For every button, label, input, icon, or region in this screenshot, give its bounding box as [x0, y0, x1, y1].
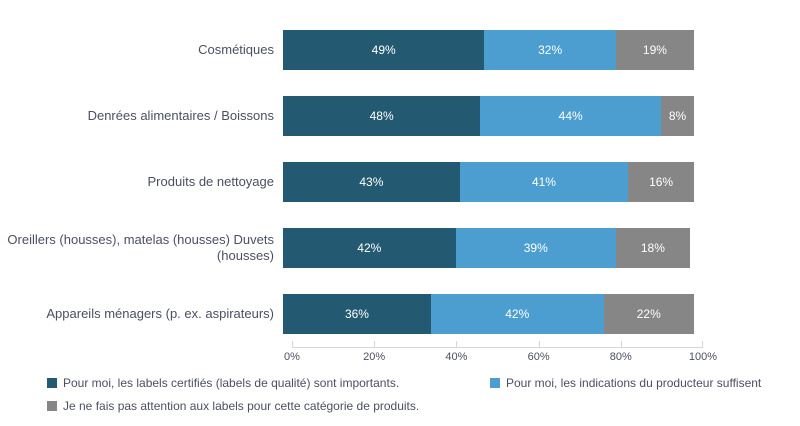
legend-label: Pour moi, les labels certifiés (labels d… — [63, 376, 400, 390]
bar-row: Produits de nettoyage 43% 41% 16% — [0, 162, 800, 202]
chart-rows: Cosmétiques 49% 32% 19% Denrées alimentaires… — [0, 30, 800, 334]
bar-segment: 49% — [283, 30, 485, 70]
legend-item: Pour moi, les labels certifiés (labels d… — [47, 376, 399, 390]
bar-segment: 39% — [455, 228, 616, 268]
bar-value-label: 39% — [523, 241, 548, 255]
bar-segment: 36% — [283, 294, 431, 334]
category-label: Denrées alimentaires / Boissons — [87, 107, 274, 123]
bar-segment: 43% — [283, 162, 460, 202]
bar-value-label: 42% — [505, 307, 530, 321]
legend-item: Je ne fais pas attention aux labels pour… — [47, 399, 419, 413]
bar-segment: 44% — [480, 96, 662, 136]
axis-tick-label: 40% — [445, 351, 468, 363]
bar-value-label: 41% — [531, 175, 556, 189]
bar-value-label: 16% — [649, 175, 674, 189]
axis-tick — [620, 341, 622, 348]
category-label: Cosmétiques — [198, 41, 274, 57]
bar-value-label: 22% — [636, 307, 661, 321]
category-label: Oreillers (housses), matelas (housses) D… — [7, 231, 274, 263]
legend-swatch-icon — [47, 378, 57, 388]
bar-track: 43% 41% 16% — [283, 162, 694, 202]
legend-item: Pour moi, les indications du producteur … — [490, 376, 761, 390]
axis-tick — [374, 341, 376, 348]
bar-value-label: 49% — [371, 43, 396, 57]
bar-value-label: 18% — [640, 241, 665, 255]
bar-value-label: 8% — [668, 109, 687, 123]
legend-label: Je ne fais pas attention aux labels pour… — [63, 399, 420, 413]
bar-value-label: 48% — [369, 109, 394, 123]
axis-tick — [538, 341, 540, 348]
x-axis: 0% 20% 40% 60% 80% 100% — [284, 341, 717, 368]
bar-segment: 42% — [283, 228, 456, 268]
bar-track: 49% 32% 19% — [283, 30, 694, 70]
legend-swatch-icon — [490, 378, 500, 388]
bar-segment: 41% — [459, 162, 629, 202]
bar-row: Appareils ménagers (p. ex. aspirateurs) 3… — [0, 294, 800, 334]
legend-label: Pour moi, les indications du producteur … — [506, 376, 762, 390]
axis-tick — [292, 341, 293, 348]
bar-value-label: 44% — [558, 109, 583, 123]
legend-swatch-icon — [47, 401, 57, 411]
axis-tick-label: 100% — [688, 351, 718, 363]
bar-value-label: 32% — [538, 43, 563, 57]
bar-track: 42% 39% 18% — [283, 228, 694, 268]
axis-tick — [702, 341, 703, 348]
bar-value-label: 19% — [642, 43, 667, 57]
bar-segment: 42% — [430, 294, 604, 334]
bar-row: Cosmétiques 49% 32% 19% — [0, 30, 800, 70]
bar-value-label: 36% — [344, 307, 369, 321]
bar-segment: 48% — [283, 96, 481, 136]
category-label: Appareils ménagers (p. ex. aspirateurs) — [46, 305, 274, 321]
category-label: Produits de nettoyage — [147, 173, 274, 189]
bar-row: Denrées alimentaires / Boissons 48% 44% 8% — [0, 96, 800, 136]
bar-segment: 18% — [615, 228, 690, 268]
bar-segment: 32% — [484, 30, 616, 70]
bar-segment: 22% — [603, 294, 694, 334]
axis-tick-label: 80% — [609, 351, 632, 363]
bar-value-label: 43% — [359, 175, 384, 189]
bar-value-label: 42% — [357, 241, 382, 255]
axis-tick — [456, 341, 458, 348]
bar-segment: 8% — [661, 96, 694, 136]
axis-tick-label: 0% — [284, 351, 300, 363]
bar-row: Oreillers (housses), matelas (housses) D… — [0, 228, 800, 268]
axis-tick-label: 60% — [527, 351, 550, 363]
bar-track: 48% 44% 8% — [283, 96, 694, 136]
bar-segment: 16% — [628, 162, 694, 202]
axis-tick-label: 20% — [363, 351, 386, 363]
bar-track: 36% 42% 22% — [283, 294, 694, 334]
bar-segment: 19% — [615, 30, 694, 70]
